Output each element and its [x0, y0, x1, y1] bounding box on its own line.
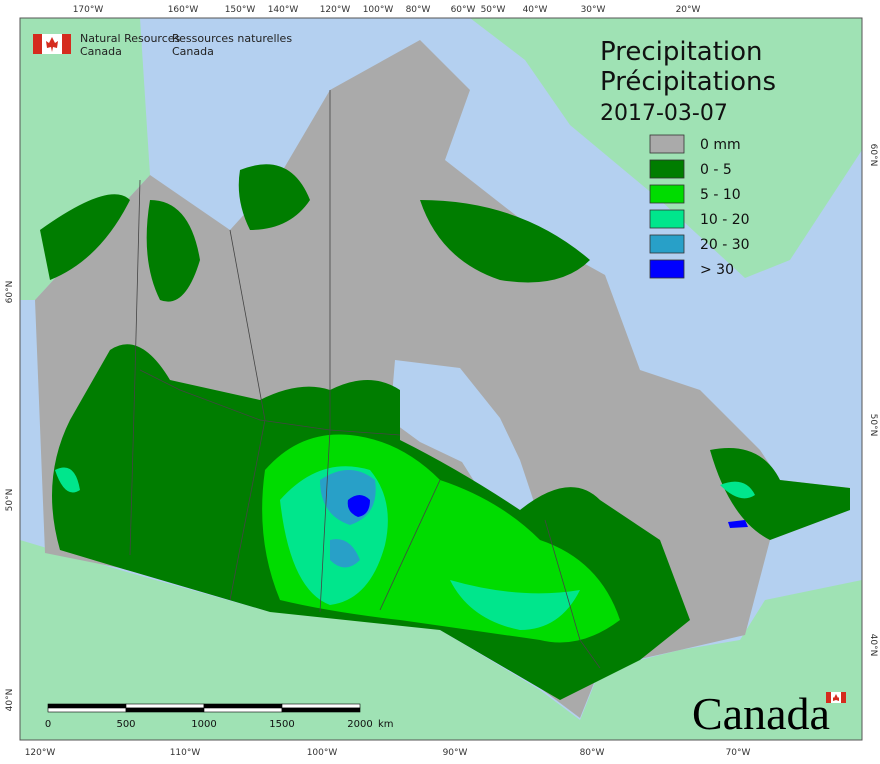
scale-segment — [281, 707, 361, 713]
provincial-boundary — [229, 229, 266, 601]
legend-swatch — [649, 259, 685, 279]
agency-en: Canada — [80, 45, 122, 58]
scale-segment — [47, 703, 127, 709]
longitude-label: 170°W — [73, 5, 104, 15]
latitude-label: 60°N — [868, 144, 878, 167]
scale-segment — [203, 707, 283, 713]
latitude-label: 60°N — [5, 281, 15, 304]
longitude-label: 120°W — [25, 748, 56, 758]
longitude-label: 140°W — [268, 5, 299, 15]
longitude-label: 80°W — [406, 5, 431, 15]
longitude-label: 50°W — [481, 5, 506, 15]
latitude-label: 50°N — [868, 414, 878, 437]
wordmark: Canada — [692, 688, 846, 739]
agency-fr: Ressources naturelles — [172, 32, 292, 45]
legend-label: 0 - 5 — [700, 162, 732, 178]
longitude-label: 90°W — [443, 748, 468, 758]
longitude-label: 110°W — [170, 748, 201, 758]
boundaries — [129, 90, 601, 669]
legend-label: 0 mm — [700, 137, 741, 153]
title-en: Precipitation — [600, 37, 763, 67]
longitude-label: 20°W — [676, 5, 701, 15]
united-states — [20, 540, 862, 740]
legend-label: > 30 — [700, 262, 734, 278]
legend-label: 5 - 10 — [700, 187, 741, 203]
scale-label: 2000 — [347, 719, 372, 730]
legend-swatch — [649, 234, 685, 254]
legend-label: 20 - 30 — [700, 237, 750, 253]
graticule-labels: 170°W 160°W 150°W 140°W 120°W 100°W 80°W 60°W 50… — [5, 5, 878, 758]
agency-signature: Natural Resources Canada Ressources natu… — [33, 32, 292, 58]
provincial-boundary — [544, 519, 601, 669]
longitude-label: 60°W — [451, 5, 476, 15]
provincial-boundary — [379, 479, 441, 611]
flag-bar — [841, 692, 846, 703]
provincial-boundary — [129, 179, 141, 556]
precip-area — [40, 164, 850, 541]
scale-segment — [281, 703, 361, 709]
precip-area — [320, 470, 376, 568]
precipitation-areas — [40, 164, 850, 700]
agency-fr: Canada — [172, 45, 214, 58]
flag-bar — [33, 34, 42, 54]
scale-segment — [125, 703, 205, 709]
flag-bar — [62, 34, 71, 54]
longitude-label: 70°W — [726, 748, 751, 758]
legend-swatch — [649, 184, 685, 204]
scale-label: 1500 — [269, 719, 294, 730]
scale-segment — [47, 707, 127, 713]
flag-leaf — [46, 37, 58, 52]
agency-en: Natural Resources — [80, 32, 181, 45]
legend-swatch — [649, 159, 685, 179]
legend-label: 10 - 20 — [700, 212, 750, 228]
scale-label: 500 — [116, 719, 135, 730]
scale-bar: 0 500 1000 1500 2000 km — [45, 703, 394, 730]
legend-swatch — [649, 209, 685, 229]
longitude-label: 30°W — [581, 5, 606, 15]
hudson-bay — [390, 360, 540, 522]
legend: 0 mm 0 - 5 5 - 10 10 - 20 20 - 30 > 30 — [649, 134, 750, 279]
provincial-boundary — [319, 90, 331, 613]
title-fr: Précipitations — [600, 67, 776, 97]
longitude-label: 100°W — [363, 5, 394, 15]
legend-swatch — [649, 134, 685, 154]
flag-leaf — [833, 694, 839, 701]
scale-segment — [125, 707, 205, 713]
longitude-label: 150°W — [225, 5, 256, 15]
scale-segment — [203, 703, 283, 709]
longitude-label: 80°W — [580, 748, 605, 758]
map-date: 2017-03-07 — [600, 101, 728, 126]
longitude-label: 100°W — [307, 748, 338, 758]
scale-unit: km — [378, 719, 394, 730]
wordmark-text: Canada — [692, 688, 830, 739]
longitude-label: 120°W — [320, 5, 351, 15]
scale-label: 1000 — [191, 719, 216, 730]
latitude-label: 40°N — [868, 634, 878, 657]
map-frame — [19, 17, 863, 741]
flag-bar — [826, 692, 831, 703]
latitude-label: 50°N — [5, 489, 15, 512]
longitude-label: 160°W — [168, 5, 199, 15]
longitude-label: 40°W — [523, 5, 548, 15]
scale-label: 0 — [45, 719, 51, 730]
latitude-label: 40°N — [5, 689, 15, 712]
provincial-boundary — [139, 369, 401, 436]
